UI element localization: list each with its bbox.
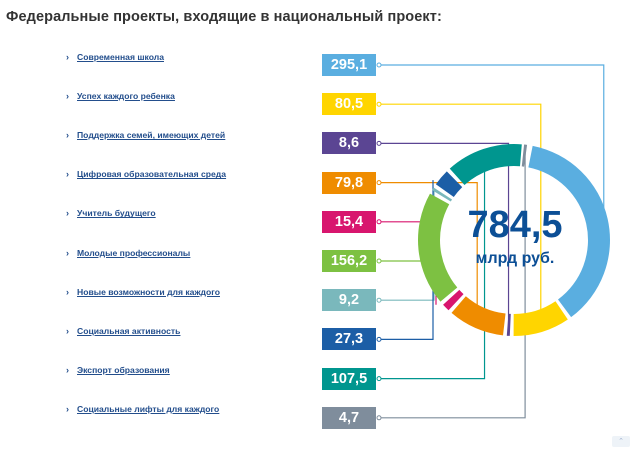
value-label: 4,7	[322, 406, 376, 429]
project-link[interactable]: › Современная школа	[66, 52, 164, 62]
project-link-label: Учитель будущего	[77, 208, 156, 219]
value-label: 80,5	[322, 93, 376, 116]
connector-lines	[376, 62, 605, 421]
chevron-up-icon: ⌃	[618, 438, 624, 445]
donut-segment	[451, 296, 506, 336]
chevron-right-icon: ›	[66, 91, 69, 102]
project-link-label: Успех каждого ребенка	[77, 91, 175, 102]
connector-dot	[376, 258, 382, 264]
donut-segment	[528, 145, 611, 318]
project-link[interactable]: › Социальная активность	[66, 326, 180, 336]
donut-segment	[443, 289, 464, 311]
donut-segment	[449, 144, 522, 186]
project-link-label: Социальные лифты для каждого	[77, 403, 220, 414]
connector-line	[378, 148, 526, 419]
total-value: 784,5	[467, 204, 563, 246]
connector-line	[378, 152, 486, 380]
donut-segments	[418, 144, 611, 336]
value-label: 107,5	[322, 367, 376, 390]
page-title: Федеральные проекты, входящие в национал…	[6, 9, 442, 25]
project-link-label: Современная школа	[77, 52, 164, 62]
donut-segment	[431, 187, 453, 202]
connector-dot	[376, 180, 382, 186]
donut-segment	[435, 171, 463, 198]
donut-segment	[521, 144, 528, 167]
project-link[interactable]: › Учитель будущего	[66, 208, 156, 218]
connector-line	[378, 103, 542, 329]
chevron-right-icon: ›	[66, 52, 69, 62]
connector-dot	[376, 336, 382, 342]
chevron-right-icon: ›	[66, 364, 69, 375]
project-link[interactable]: › Экспорт образования	[66, 365, 170, 375]
value-label: 9,2	[322, 289, 376, 312]
chevron-right-icon: ›	[66, 208, 69, 219]
connector-dot	[376, 415, 382, 421]
connector-dot	[376, 297, 382, 303]
chevron-right-icon: ›	[66, 325, 69, 336]
project-link[interactable]: › Молодые профессионалы	[66, 248, 190, 258]
chevron-right-icon: ›	[66, 403, 69, 414]
donut-segment	[506, 313, 511, 336]
value-label: 79,8	[322, 171, 376, 194]
project-link[interactable]: › Цифровая образовательная среда	[66, 169, 226, 179]
value-label: 295,1	[322, 54, 376, 76]
value-label: 27,3	[322, 328, 376, 351]
project-link[interactable]: › Успех каждого ребенка	[66, 91, 175, 101]
connector-line	[378, 64, 605, 220]
project-link-label: Молодые профессионалы	[77, 247, 191, 258]
project-link-label: Социальная активность	[77, 325, 181, 336]
connector-line	[378, 142, 510, 332]
chevron-right-icon: ›	[66, 130, 69, 141]
connector-dot	[376, 101, 382, 107]
connector-dot	[376, 140, 382, 146]
project-link[interactable]: › Социальные лифты для каждого	[66, 404, 219, 414]
connector-line	[378, 248, 424, 262]
connector-line	[378, 182, 478, 325]
chevron-right-icon: ›	[66, 169, 69, 180]
project-link-label: Экспорт образования	[77, 364, 170, 375]
connector-dot	[376, 62, 382, 68]
total-unit: млрд руб.	[475, 250, 555, 267]
scroll-up-button[interactable]: ⌃	[612, 436, 630, 447]
value-label: 156,2	[322, 250, 376, 272]
project-link-label: Новые возможности для каждого	[77, 286, 220, 297]
project-link-label: Цифровая образовательная среда	[77, 169, 227, 180]
value-label: 15,4	[322, 210, 376, 233]
project-link-label: Поддержка семей, имеющих детей	[77, 130, 226, 141]
project-link[interactable]: › Новые возможности для каждого	[66, 287, 220, 297]
connector-dot	[376, 376, 382, 382]
donut-segment	[418, 193, 458, 302]
connector-dot	[376, 219, 382, 225]
donut-segment	[513, 301, 568, 336]
chevron-right-icon: ›	[66, 247, 69, 258]
project-link[interactable]: › Поддержка семей, имеющих детей	[66, 130, 225, 140]
value-label: 8,6	[322, 132, 376, 155]
chevron-right-icon: ›	[66, 286, 69, 297]
